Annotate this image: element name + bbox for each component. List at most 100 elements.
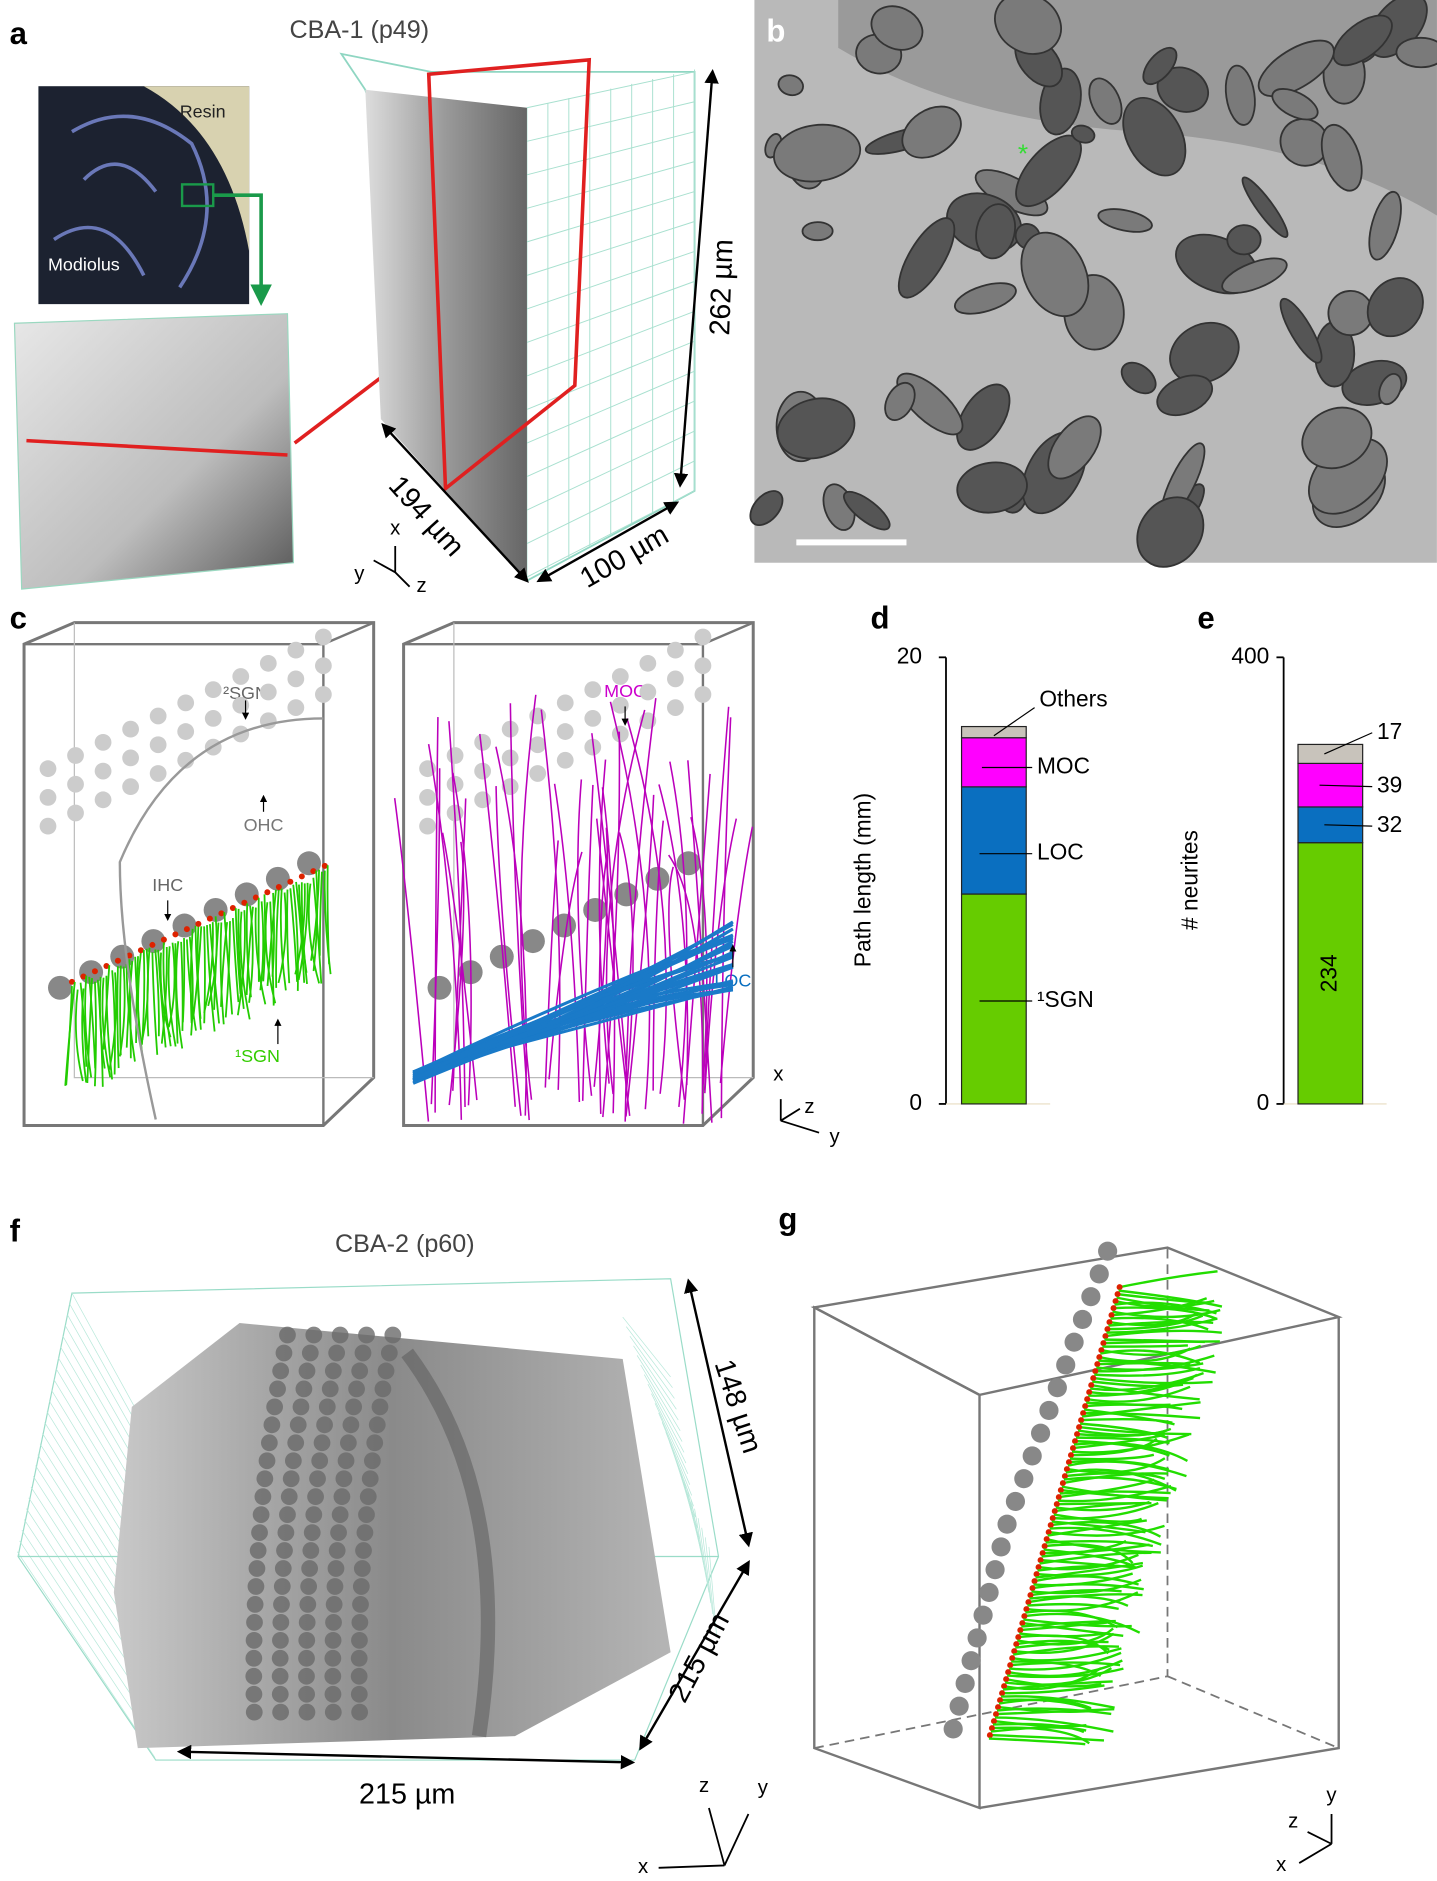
ohc [315,686,332,703]
hair-cell [274,1578,291,1595]
hair-cell [352,1596,369,1613]
y-tick-label: 0 [909,1089,922,1115]
sgn-neurite [120,966,121,1056]
ohc [67,747,84,764]
hair-cell [358,1327,375,1344]
synapse [1086,1389,1092,1395]
hair-cell [293,1398,310,1415]
synapse [1052,1508,1058,1514]
hair-cell [275,1560,292,1577]
ohc [639,655,656,672]
panel-f: f CBA-2 (p60) 148 µm 215 µm 215 µm z y x [10,1213,769,1878]
hair-cell [283,1470,300,1487]
ohc [502,750,519,767]
ihc [677,851,701,875]
hair-cell [316,1416,333,1433]
synapse [1096,1354,1102,1360]
hair-cell [245,1668,262,1685]
hair-cell [351,1668,368,1685]
ohc [232,697,249,714]
data-label: 234 [1315,954,1341,992]
moc-fiber [603,732,620,1117]
synapse [1021,1613,1027,1619]
synapse [1017,1627,1023,1633]
hair-cell [278,1524,295,1541]
sgn-neurite [287,890,289,984]
hair-cell [1039,1401,1058,1420]
hair-cell [301,1560,318,1577]
hair-cell [956,1674,975,1693]
hair-cell [304,1524,321,1541]
synapse [1109,1312,1115,1318]
panel-label: a [10,16,28,51]
hair-cell [345,1398,362,1415]
synapse [1074,1431,1080,1437]
legend-label: Others [1039,685,1107,711]
hair-cell [255,1488,272,1505]
hair-cell [1014,1469,1033,1488]
annotation: ¹SGN [235,1046,280,1066]
ohc [287,699,304,716]
panel-g: g y z x [778,1201,1338,1875]
hair-cell [279,1506,296,1523]
hair-cell [249,1560,266,1577]
hair-cell [322,1381,339,1398]
hair-cell [950,1697,969,1716]
hair-cell [378,1363,395,1380]
hair-cell [298,1650,315,1667]
hair-cell [298,1686,315,1703]
hair-cell [272,1363,289,1380]
panel-label: d [871,600,890,635]
synapse [999,1690,1005,1696]
panel-label: e [1197,600,1214,635]
hair-cell [305,1327,322,1344]
hair-cell [264,1416,281,1433]
ohc [260,684,277,701]
hair-cell [327,1578,344,1595]
hair-cell [272,1686,289,1703]
hair-cell [251,1524,268,1541]
volume-block [114,1323,671,1748]
ihc [552,914,576,938]
ohc [639,684,656,701]
hair-cell [375,1381,392,1398]
synapse [1078,1417,1084,1423]
synapse [1009,1655,1015,1661]
data-label: 39 [1377,772,1402,798]
hair-cell [245,1650,262,1667]
synapse [1044,1536,1050,1542]
hair-cell [253,1506,270,1523]
axis-label: y [830,1126,841,1148]
panel-label: b [766,14,785,49]
hair-cell [325,1363,342,1380]
bar-segment [962,727,1027,738]
hair-cell [314,1434,331,1451]
sgn-neurite [1120,1271,1218,1287]
axis-label: z [1288,1811,1298,1833]
hair-cell [944,1719,963,1738]
hair-cell [302,1542,319,1559]
ihc [48,976,72,1000]
ohc [612,697,629,714]
synapse [149,942,155,948]
hair-cell [351,1704,368,1721]
synapse [92,968,98,974]
synapse [1084,1396,1090,1402]
ohc [260,655,277,672]
wire-line [65,1325,140,1456]
hair-cell [324,1650,341,1667]
sgn-neurite [1102,1345,1188,1346]
ohc [557,694,574,711]
hair-cell [272,1650,289,1667]
ohc [419,789,436,806]
sgn-neurite [278,892,285,982]
hair-cell [299,1596,316,1613]
ohc [695,629,712,646]
ohc [667,699,684,716]
synapse [1102,1333,1108,1339]
hair-cell [266,1398,283,1415]
hair-cell [362,1470,379,1487]
hair-cell [334,1488,351,1505]
synapse [1005,1669,1011,1675]
ohc [287,671,304,688]
